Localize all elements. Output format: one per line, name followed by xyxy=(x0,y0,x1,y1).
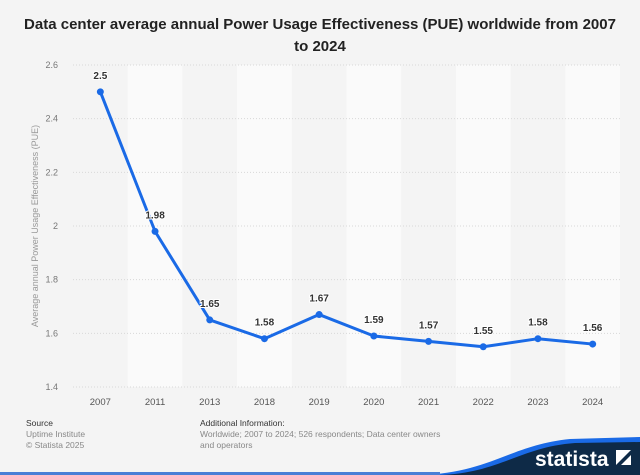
data-label: 1.55 xyxy=(474,326,494,337)
data-point xyxy=(370,332,378,340)
source-link[interactable]: Uptime Institute xyxy=(26,429,86,439)
data-point xyxy=(425,337,433,345)
data-point xyxy=(96,88,104,96)
y-axis-label: Average annual Power Usage Effectiveness… xyxy=(30,125,40,327)
data-label: 1.57 xyxy=(419,320,439,331)
data-point xyxy=(479,343,487,351)
y-tick-label: 2.6 xyxy=(45,60,58,70)
data-label: 1.58 xyxy=(255,318,275,329)
x-tick-label: 2022 xyxy=(473,397,494,408)
data-label: 1.59 xyxy=(364,315,384,326)
x-tick-label: 2007 xyxy=(90,397,111,408)
series-line xyxy=(98,91,593,349)
x-tick-label: 2023 xyxy=(527,397,548,408)
info-heading: Additional Information: xyxy=(200,418,285,428)
data-point xyxy=(315,311,323,319)
chart-title: Data center average annual Power Usage E… xyxy=(24,16,616,55)
source-heading: Source xyxy=(26,418,53,428)
data-label: 2.5 xyxy=(93,71,107,82)
source-block: Source Uptime Institute © Statista 2025 xyxy=(26,418,176,451)
data-point xyxy=(260,335,268,343)
data-point xyxy=(589,340,597,348)
data-label: 1.65 xyxy=(200,299,220,310)
column-band xyxy=(455,65,511,387)
data-label: 1.98 xyxy=(145,210,165,221)
info-text: Worldwide; 2007 to 2024; 526 respondents… xyxy=(200,429,441,450)
data-point xyxy=(206,316,214,324)
data-label: 1.67 xyxy=(309,294,329,305)
y-tick-label: 1.8 xyxy=(45,275,58,285)
data-label: 1.58 xyxy=(528,318,548,329)
column-band xyxy=(127,65,183,387)
y-tick-label: 1.4 xyxy=(45,382,58,392)
y-tick-label: 2.4 xyxy=(45,114,58,124)
y-tick-label: 2.2 xyxy=(45,167,58,177)
x-tick-label: 2019 xyxy=(309,397,330,408)
y-tick-label: 1.6 xyxy=(45,328,58,338)
copyright: © Statista 2025 xyxy=(26,440,85,450)
data-label: 1.56 xyxy=(583,323,603,334)
y-tick-label: 2 xyxy=(53,221,58,231)
x-tick-label: 2024 xyxy=(582,397,603,408)
x-tick-label: 2013 xyxy=(199,397,220,408)
additional-info: Additional Information: Worldwide; 2007 … xyxy=(200,418,450,451)
data-point xyxy=(151,227,159,235)
statista-logo[interactable]: statista xyxy=(420,415,640,475)
x-tick-label: 2018 xyxy=(254,397,275,408)
x-tick-label: 2011 xyxy=(145,397,165,408)
x-tick-label: 2021 xyxy=(418,397,439,408)
svg-text:statista: statista xyxy=(535,448,609,471)
x-tick-label: 2020 xyxy=(363,397,384,408)
footer-bar xyxy=(0,472,440,475)
data-point xyxy=(534,335,542,343)
